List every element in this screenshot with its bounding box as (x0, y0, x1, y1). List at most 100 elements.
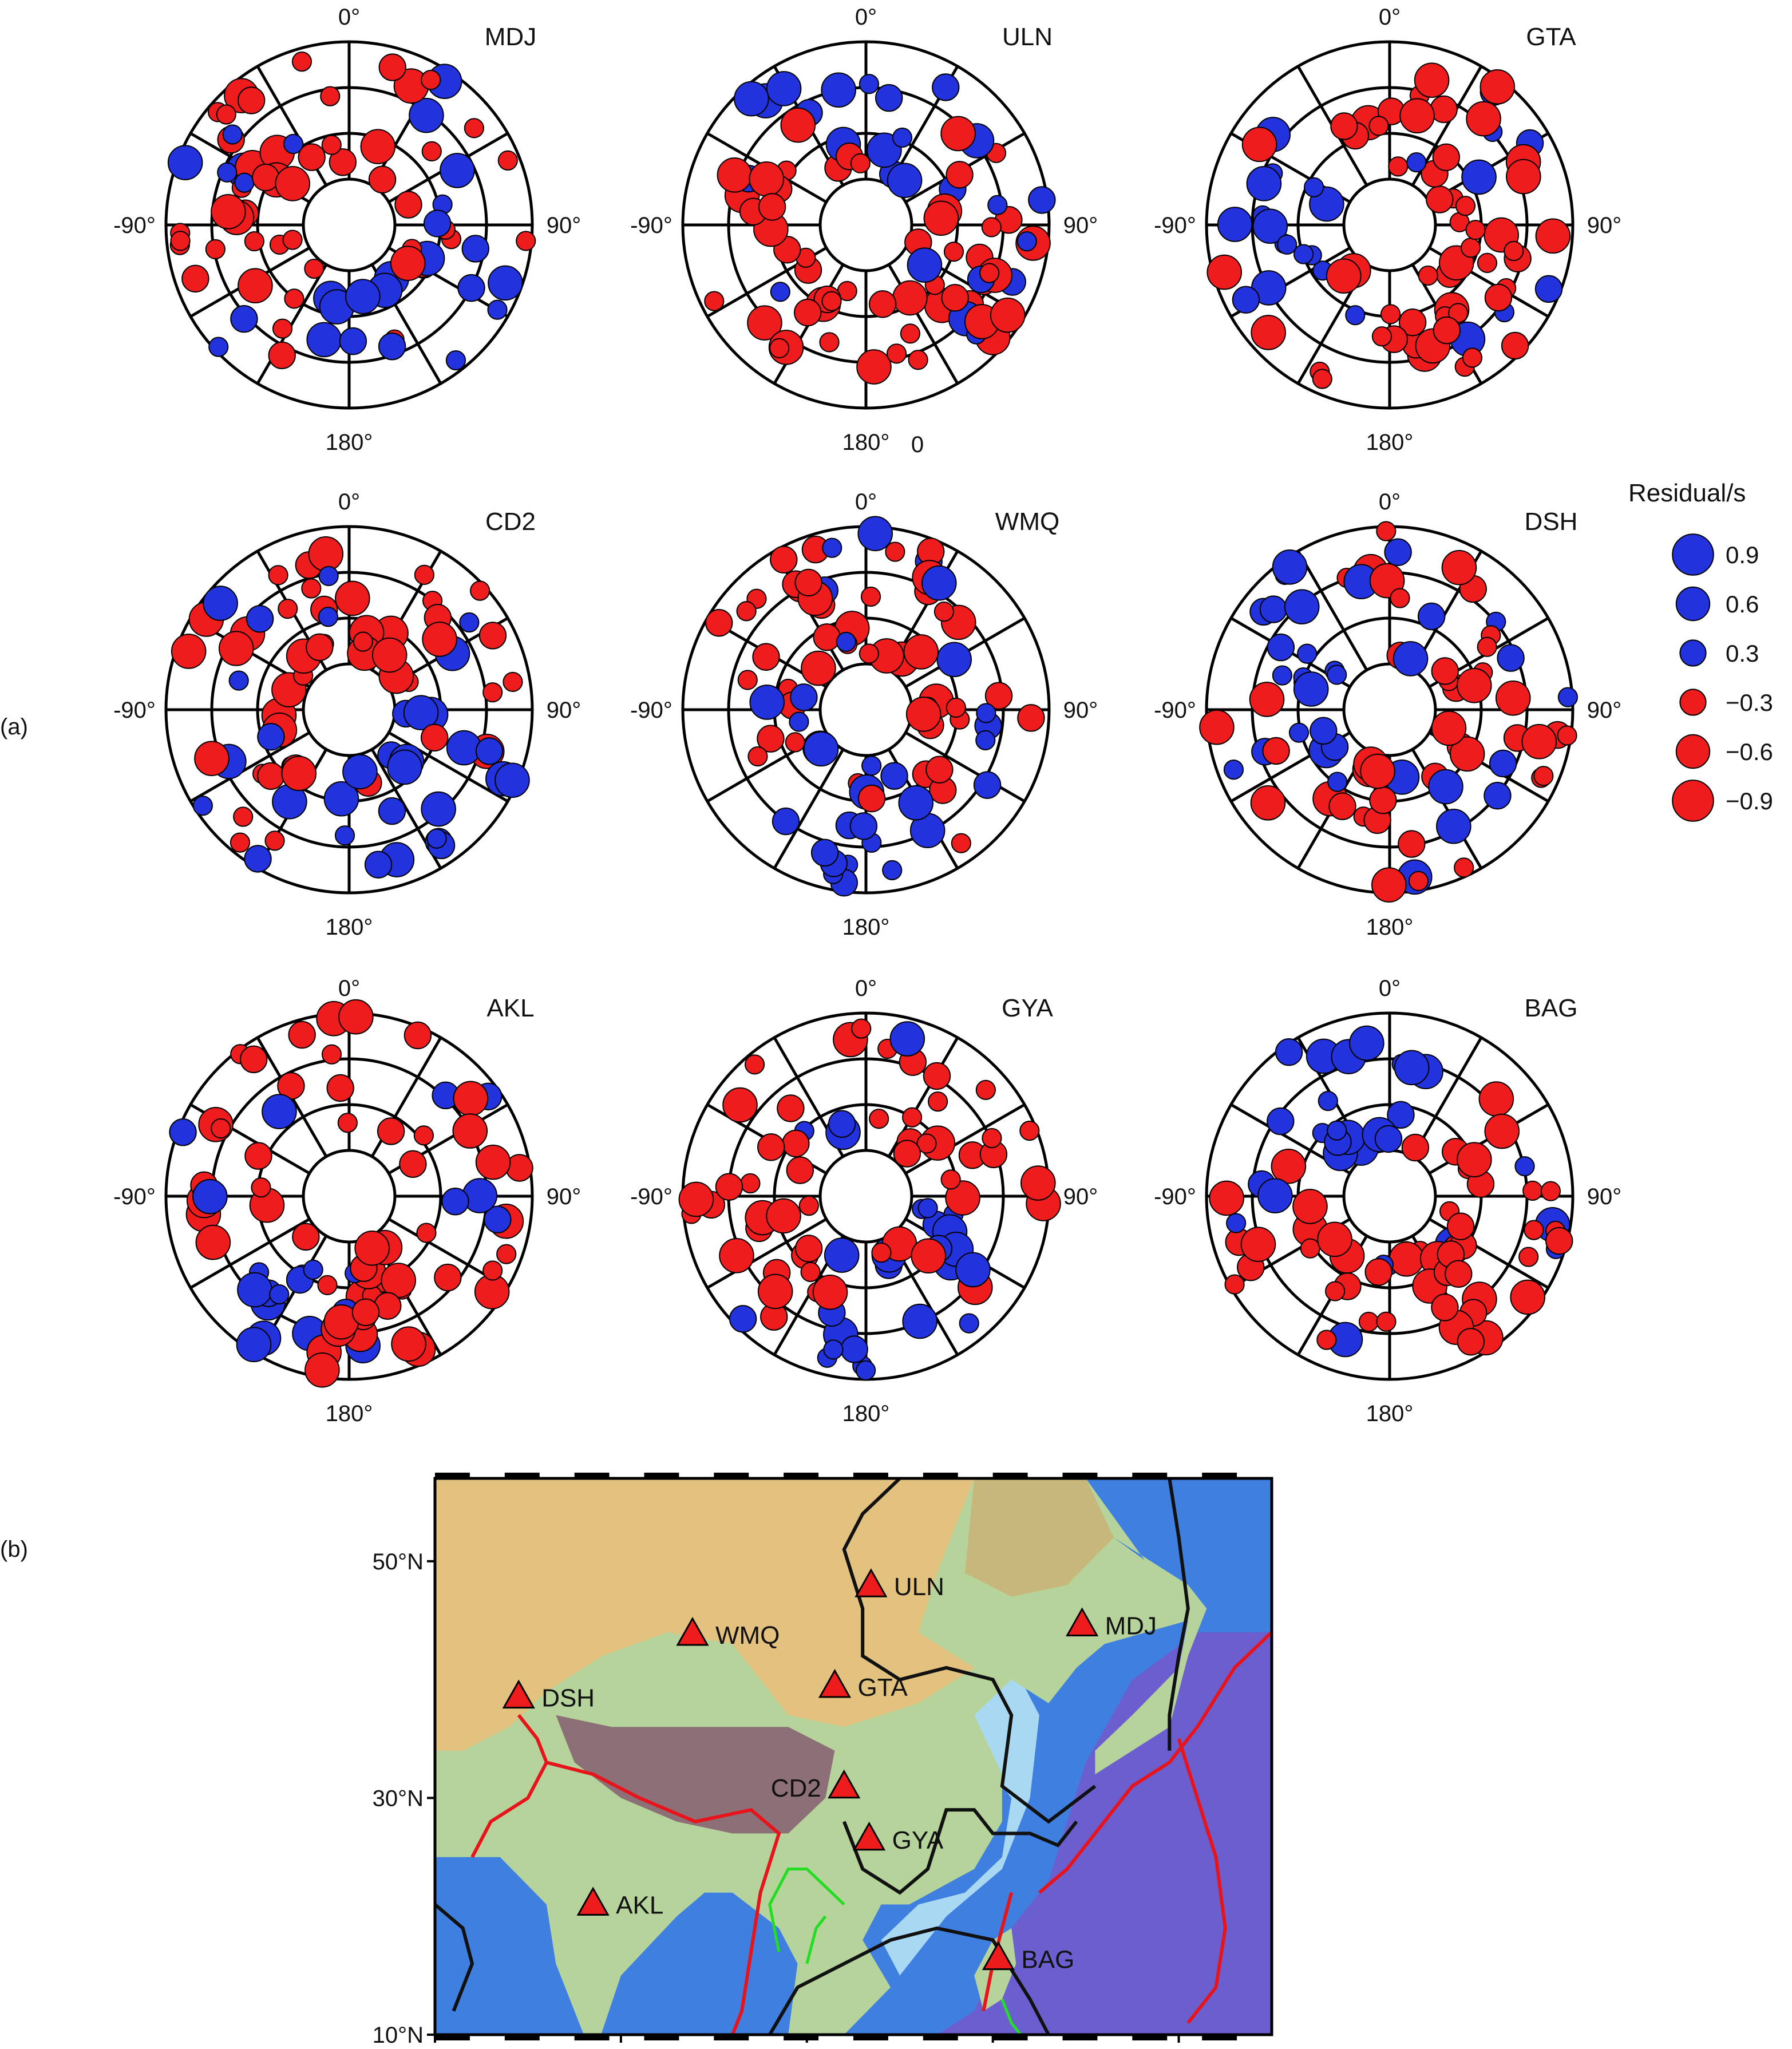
residual-circle (1431, 1294, 1459, 1322)
station-marker-label: GTA (858, 1674, 908, 1702)
residual-circle (377, 1117, 405, 1145)
fault-line (805, 1915, 827, 1964)
residual-circle (1284, 589, 1320, 624)
residual-circle (503, 671, 523, 693)
fault-line (1000, 1999, 1022, 2035)
residual-circle (1535, 218, 1571, 254)
station-triangle-icon (982, 1941, 1015, 1971)
residual-circle (990, 297, 1026, 333)
residual-circle (269, 1284, 290, 1305)
residual-circle (1226, 1213, 1247, 1233)
residual-circle (1252, 208, 1288, 244)
station-triangle-icon (576, 1886, 610, 1916)
residual-circle (982, 1128, 1002, 1149)
residual-circle (1224, 1274, 1245, 1295)
residual-circle (272, 318, 293, 339)
residual-circle (211, 1118, 231, 1139)
plate-boundary (470, 1714, 549, 1858)
residual-circle (236, 1327, 272, 1363)
block-boundary (842, 1808, 1078, 1895)
residual-circle (192, 1178, 228, 1215)
residual-circle (1446, 1212, 1475, 1240)
azimuth-label-180: 180° (326, 1401, 373, 1426)
residual-circle (1327, 772, 1348, 792)
azimuth-label-minus90: -90° (630, 1184, 673, 1209)
residual-circle (757, 1273, 793, 1310)
residual-circle (819, 332, 840, 353)
residual-circle (678, 1181, 714, 1217)
azimuth-label-180: 180° (1366, 1401, 1414, 1426)
residual-circle (794, 1235, 823, 1263)
residual-circle (715, 1173, 743, 1201)
station-marker-gya: GYA (853, 1821, 944, 1854)
residual-circle (908, 350, 928, 370)
residual-circle (1477, 636, 1497, 657)
residual-circle (923, 1062, 951, 1090)
residual-circle (421, 70, 441, 90)
residual-circle (882, 860, 903, 880)
residual-circle (1533, 766, 1554, 786)
residual-circle (1431, 710, 1467, 746)
map-border-tick (784, 2035, 819, 2040)
residual-circle (1387, 1101, 1415, 1129)
residual-circle (351, 1298, 380, 1327)
azimuth-label-90: 90° (1063, 1184, 1098, 1209)
residual-circle (901, 1107, 923, 1128)
residual-circle (1293, 671, 1329, 707)
residual-circle (404, 1021, 432, 1050)
residual-circle (1349, 1025, 1384, 1061)
map-border-tick (992, 1473, 1028, 1478)
residual-circle (1293, 244, 1314, 264)
residual-circle (441, 1188, 469, 1216)
station-name: CD2 (485, 508, 536, 536)
residual-circle (737, 670, 758, 690)
residual-circle (262, 1094, 297, 1129)
residual-circle (955, 1252, 991, 1288)
residual-circle (903, 634, 939, 670)
azimuth-label-0: 0° (855, 976, 877, 1001)
residual-circle (782, 1129, 810, 1158)
residual-circle (464, 118, 484, 139)
residual-circle (1300, 1238, 1320, 1259)
residual-circle (169, 1118, 197, 1146)
residual-circle (1426, 185, 1454, 213)
station-name: BAG (1525, 994, 1578, 1022)
map-border-tick (714, 1473, 749, 1478)
azimuth-label-180: 180° (842, 915, 890, 940)
station-marker-mdj: MDJ (1066, 1607, 1157, 1640)
residual-circle (1209, 1180, 1244, 1216)
residual-circle (1504, 240, 1524, 262)
residual-circle (217, 162, 238, 183)
residual-circle (1408, 871, 1429, 891)
block-boundary (1168, 1478, 1190, 1751)
residual-circle (1017, 704, 1045, 732)
residual-circle (1241, 126, 1277, 163)
residual-circle (337, 1113, 358, 1133)
residual-circle (1369, 786, 1397, 814)
residual-circle (1522, 1180, 1543, 1201)
residual-circle (342, 754, 378, 790)
residual-circle (181, 264, 209, 293)
plate-boundary (1038, 1631, 1272, 1894)
legend-swatch (1675, 586, 1711, 622)
residual-circle (326, 1074, 354, 1102)
residual-circle (334, 825, 355, 846)
residual-circle (1312, 369, 1332, 389)
residual-circle (1232, 286, 1260, 314)
residual-circle (810, 838, 839, 867)
residual-circle (208, 337, 229, 357)
residual-circle (1326, 258, 1362, 294)
polar-spoke (256, 264, 328, 385)
residual-circle (354, 1230, 390, 1266)
residual-circle (1267, 1107, 1295, 1136)
residual-circle (851, 1018, 872, 1039)
residual-circle (1304, 177, 1324, 197)
residual-circle (1557, 725, 1577, 746)
residual-circle (1534, 275, 1563, 303)
residual-circle (757, 1133, 785, 1161)
residual-circle (940, 1169, 961, 1190)
residual-circle (488, 265, 523, 301)
residual-circle (1327, 664, 1347, 685)
residual-circle (1223, 760, 1244, 780)
residual-circle (1272, 665, 1292, 686)
